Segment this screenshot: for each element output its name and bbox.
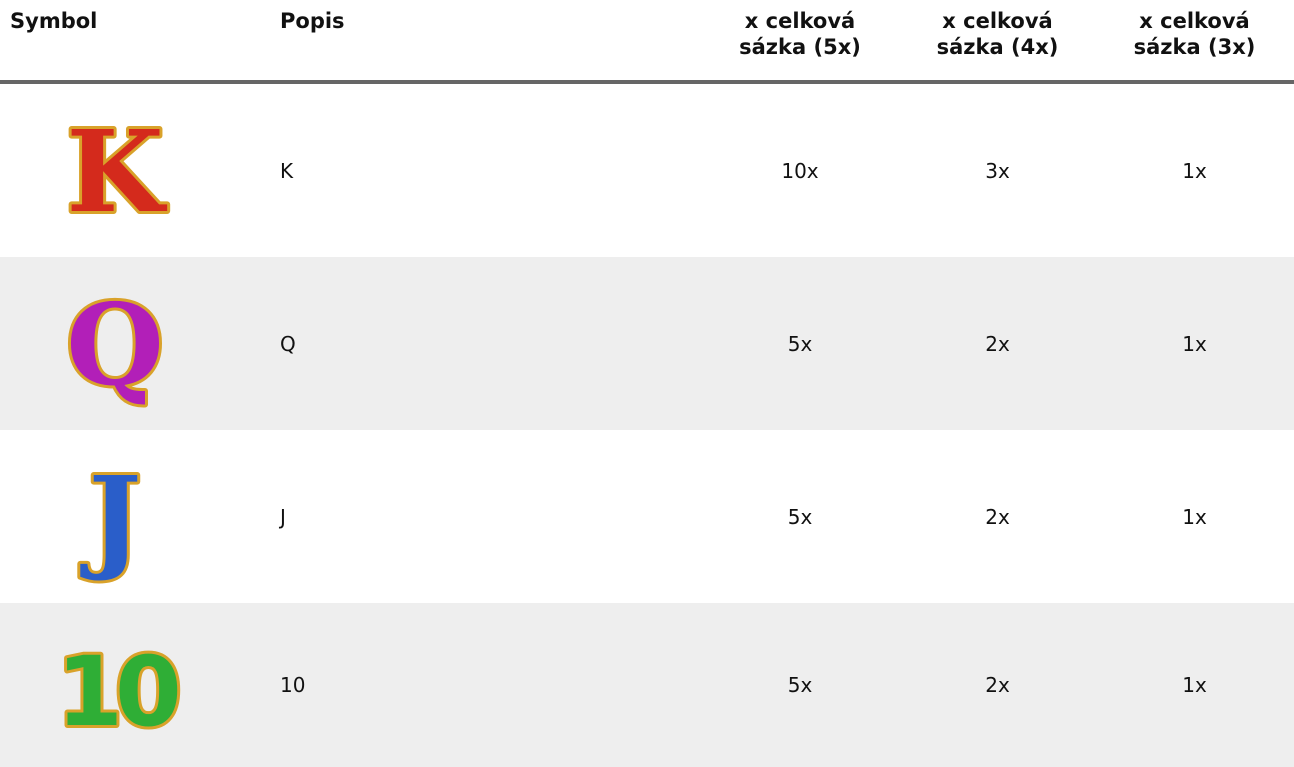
header-cell: x celková sázka (4x) <box>900 0 1095 84</box>
symbol-icon: J <box>77 450 145 587</box>
table-header: Symbol Popis x celková sázka (5x) x celk… <box>0 0 1294 84</box>
payout-cell: 5x <box>700 603 900 767</box>
header-cell: Popis <box>270 0 700 84</box>
payout-cell: 2x <box>900 257 1095 430</box>
payout-cell: 1x <box>1095 257 1294 430</box>
payout-cell: 5x <box>700 257 900 430</box>
header-cell: x celková sázka (3x) <box>1095 0 1294 84</box>
symbol-glyph: J <box>80 453 142 584</box>
table-row: J J 5x 2x 1x <box>0 430 1294 603</box>
symbol-cell: K <box>0 82 270 257</box>
header-cell: x celková sázka (5x) <box>700 0 900 84</box>
payout-cell: 5x <box>787 504 813 529</box>
header-row: Symbol Popis x celková sázka (5x) x celk… <box>0 0 1294 84</box>
table-row: K K 10x 3x 1x <box>0 82 1294 257</box>
symbol-icon: Q <box>63 277 167 414</box>
symbol-icon: 10 <box>53 633 189 751</box>
symbol-cell: 10 <box>0 603 270 767</box>
payout-cell: 3x <box>985 158 1010 183</box>
payout-cell: 2x <box>985 504 1010 529</box>
symbol-glyph: Q <box>66 280 164 411</box>
payout-cell: 2x <box>900 603 1095 767</box>
payout-cell: 1x <box>1182 504 1207 529</box>
description-cell: K <box>280 158 294 183</box>
table-row: Q Q 5x 2x 1x <box>0 257 1294 430</box>
symbol-glyph: 10 <box>56 636 178 748</box>
table-body: K K 10x 3x 1x Q Q 5x 2x 1x J J 5x 2x 1x 10 10 5x 2x 1x <box>0 82 1294 767</box>
payout-cell: 10x <box>781 158 819 183</box>
description-cell: 10 <box>270 603 700 767</box>
symbol-cell: J <box>0 430 270 603</box>
payout-cell: 1x <box>1182 158 1207 183</box>
description-cell: J <box>280 504 286 529</box>
header-cell: Symbol <box>0 0 270 84</box>
payout-cell: 1x <box>1095 603 1294 767</box>
description-cell: Q <box>270 257 700 430</box>
table-row: 10 10 5x 2x 1x <box>0 603 1294 767</box>
symbol-cell: Q <box>0 257 270 430</box>
symbol-glyph: K <box>66 107 167 238</box>
symbol-icon: K <box>63 104 170 241</box>
